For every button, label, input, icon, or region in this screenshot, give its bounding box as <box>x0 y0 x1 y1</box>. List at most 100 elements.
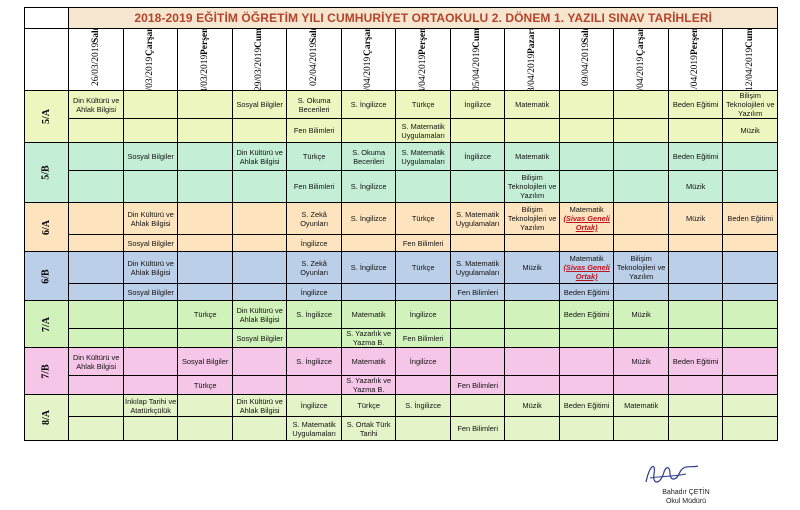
exam-cell <box>68 283 124 301</box>
exam-cell <box>504 328 560 348</box>
class-row: Sosyal Bilgiler S. Yazarlık ve Yazma B. Fe… <box>24 328 778 348</box>
exam-cell: Matematik <box>504 90 560 119</box>
exam-cell: Beden Eğitimi <box>667 347 724 376</box>
exam-cell <box>722 394 778 417</box>
exam-cell: Fen Bilimleri <box>395 234 451 252</box>
exam-cell <box>68 328 124 348</box>
class-row: Türkçe S. Yazarlık ve Yazma B. Fen Bilimle… <box>24 375 778 395</box>
exam-cell: Bilişim Teknolojileri ve Yazılım <box>722 90 778 119</box>
exam-cell <box>722 234 778 252</box>
day-header-date: 12/04/2019 <box>744 47 755 91</box>
day-header-weekday: Salı <box>308 28 319 44</box>
exam-schedule-sheet: 2018-2019 EĞİTİM ÖĞRETİM YILI CUMHURİYET… <box>23 7 778 441</box>
day-header-weekday: Cuma <box>472 28 483 48</box>
exam-cell <box>613 375 669 395</box>
class-row: Fen Bilimleri S. İngilizce Bilişim Teknolo… <box>24 170 778 203</box>
exam-cell <box>558 328 615 348</box>
day-header: 02/04/2019 Salı <box>286 28 342 91</box>
class-label-text: 6/B <box>41 268 53 284</box>
day-header-weekday: Perşembe <box>417 28 428 56</box>
exam-cell: S. Matematik Uygulamaları <box>449 202 506 235</box>
exam-cell: Bilişim Teknolojileri ve Yazılım <box>504 170 560 203</box>
exam-cell <box>122 170 179 203</box>
exam-cell: Türkçe <box>340 394 397 417</box>
day-header-weekday: Pazartesi <box>526 28 537 55</box>
exam-cell <box>395 283 451 301</box>
class-row: 7/B Din Kültürü ve Ahlak Bilgisi Sosyal Bi… <box>23 347 778 395</box>
exam-cell <box>667 234 724 252</box>
class-label: 7/A <box>23 300 70 348</box>
exam-cell: S. İngilizce <box>340 251 397 284</box>
day-header: 04/04/2019 Perşembe <box>395 28 451 91</box>
exam-cell: S. Zekâ Oyunları <box>286 202 342 235</box>
exam-cell: Matematik (Sivas Geneli Ortak) <box>558 251 615 284</box>
exam-cell <box>722 142 778 171</box>
exam-cell <box>122 90 179 119</box>
class-row: Sosyal Bilgiler İngilizce Fen Bilimleri Bed… <box>24 283 778 301</box>
exam-cell <box>231 118 288 143</box>
exam-cell: Matematik <box>340 300 397 329</box>
exam-cell: S. Matematik Uygulamaları <box>395 118 451 143</box>
day-header-date: 10/04/2019 <box>635 56 646 91</box>
class-label-text: 7/A <box>41 316 53 332</box>
exam-cell: İngilizce <box>286 283 342 301</box>
exam-cell <box>122 416 179 441</box>
exam-cell <box>667 283 724 301</box>
exam-cell <box>177 90 233 119</box>
exam-cell <box>449 118 506 143</box>
day-header-weekday: Çarşamba <box>145 28 156 57</box>
exam-cell <box>558 416 615 441</box>
exam-cell: Müzik <box>722 118 778 143</box>
day-header-date: 29/03/2019 <box>254 47 265 91</box>
exam-cell: İngilizce <box>286 394 342 417</box>
exam-cell <box>613 328 669 348</box>
class-label-text: 5/B <box>41 165 53 180</box>
exam-cell <box>177 251 233 284</box>
exam-cell <box>68 170 124 203</box>
exam-cell: S. Okuma Becerileri <box>286 90 342 119</box>
exam-cell <box>504 118 560 143</box>
day-header-weekday: Salı <box>581 28 592 44</box>
exam-cell: Beden Eğitimi <box>722 202 778 235</box>
exam-cell: Matematik <box>613 394 669 417</box>
exam-cell: S. Yazarlık ve Yazma B. <box>340 328 397 348</box>
exam-cell <box>68 202 124 235</box>
exam-cell: Din Kültürü ve Ahlak Bilgisi <box>68 90 124 119</box>
exam-cell: Matematik <box>504 142 560 171</box>
signature-scribble-icon <box>645 465 699 483</box>
exam-cell: Din Kültürü ve Ahlak Bilgisi <box>231 300 288 329</box>
exam-cell <box>177 416 233 441</box>
day-header: 05/04/2019 Cuma <box>449 28 506 91</box>
exam-cell <box>68 142 124 171</box>
exam-cell <box>722 251 778 284</box>
exam-cell: S. İngilizce <box>286 300 342 329</box>
day-header-date: 05/04/2019 <box>472 47 483 91</box>
exam-cell: Beden Eğitimi <box>667 142 724 171</box>
exam-cell: Din Kültürü ve Ahlak Bilgisi <box>68 347 124 376</box>
exam-cell <box>231 170 288 203</box>
exam-cell <box>613 90 669 119</box>
exam-cell: Müzik <box>667 202 724 235</box>
exam-cell: Fen Bilimleri <box>286 118 342 143</box>
exam-cell: S. İngilizce <box>286 347 342 376</box>
day-header-date: 08/04/2019 <box>526 54 537 91</box>
exam-cell: Matematik (Sivas Geneli Ortak) <box>558 202 615 235</box>
exam-cell: Beden Eğitimi <box>558 300 615 329</box>
class-label-text: 6/A <box>41 219 53 235</box>
exam-cell: Din Kültürü ve Ahlak Bilgisi <box>122 202 179 235</box>
exam-cell: Sosyal Bilgiler <box>122 283 179 301</box>
exam-cell <box>504 300 560 329</box>
exam-cell: S. Matematik Uygulamaları <box>395 142 451 171</box>
exam-cell <box>122 375 179 395</box>
signature-title: Okul Müdürü <box>665 498 707 505</box>
exam-cell <box>667 251 724 284</box>
exam-cell <box>613 283 669 301</box>
exam-cell <box>231 251 288 284</box>
class-label: 6/B <box>23 251 70 301</box>
exam-cell: S. İngilizce <box>395 394 451 417</box>
exam-cell <box>231 347 288 376</box>
exam-cell: S. İngilizce <box>340 202 397 235</box>
exam-cell: Bilişim Teknolojileri ve Yazılım <box>504 202 560 235</box>
exam-cell: Türkçe <box>177 300 233 329</box>
class-row: Fen Bilimleri S. Matematik Uygulamaları Mü… <box>24 118 778 143</box>
